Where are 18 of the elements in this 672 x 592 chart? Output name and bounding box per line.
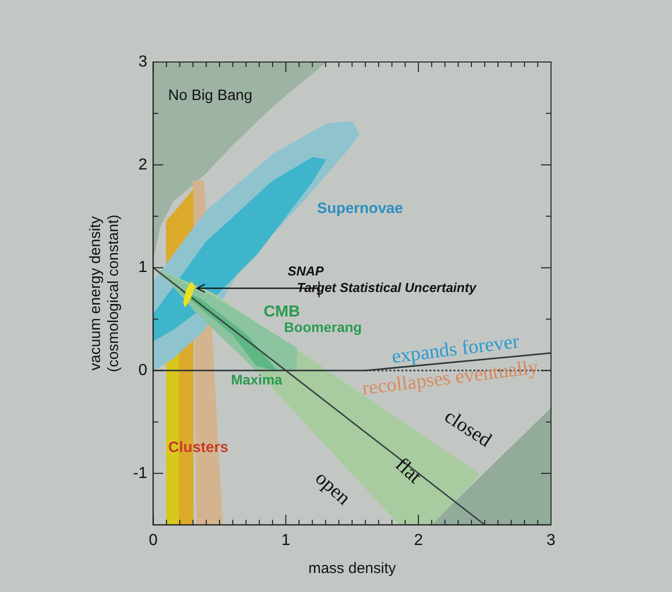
annotation: Supernovae	[317, 200, 404, 218]
annotation: SNAP	[288, 263, 324, 278]
x-tick-label: 1	[281, 532, 290, 549]
x-axis-title: mass density	[308, 560, 396, 578]
annotation: Boomerang	[284, 319, 362, 336]
annotation: flat	[391, 454, 426, 488]
y-tick-label: 3	[138, 53, 148, 70]
y-tick-label: 2	[138, 156, 148, 174]
y-tick-label: 0	[138, 362, 148, 379]
annotation: No Big Bang	[168, 87, 252, 104]
y-tick-label: 1	[138, 259, 148, 276]
x-tick-label: 3	[546, 532, 556, 549]
annotation: open	[310, 467, 355, 510]
x-tick-label: 2	[414, 532, 423, 549]
y-axis-title: vacuum energy density (cosmological constant)	[87, 214, 122, 372]
annotation: Maxima	[230, 372, 283, 388]
annotation: CMB	[264, 303, 300, 320]
y-tick-label: -1	[132, 464, 148, 482]
